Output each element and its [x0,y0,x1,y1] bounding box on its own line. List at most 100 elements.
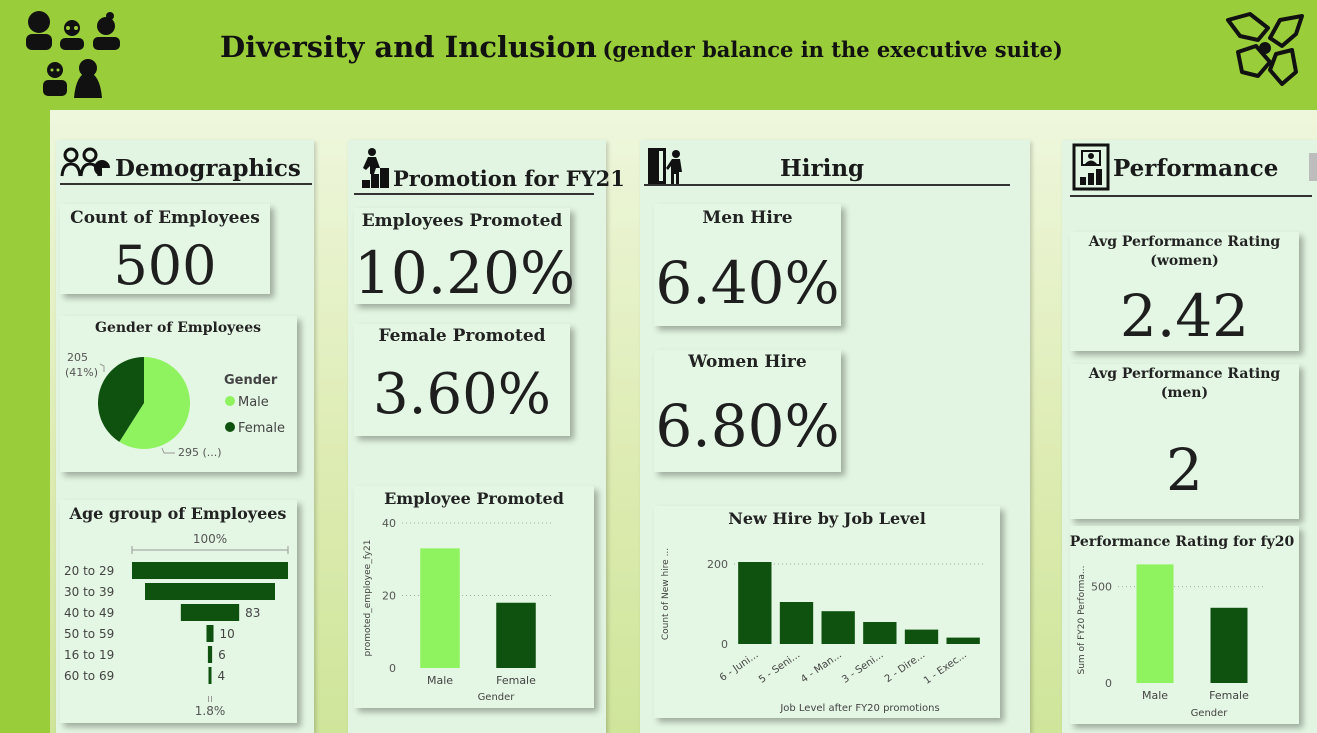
funnel-bar [132,562,288,579]
funnel-value-label: 83 [245,606,260,620]
promotion-underline [354,193,594,195]
count-employees-value: 500 [113,234,217,297]
funnel-category-label: 40 to 49 [64,606,114,620]
age-funnel-chart: Age group of Employees 100% 1.8% 20 to 2… [64,504,289,718]
title-subtitle: (gender balance in the executive suite) [602,37,1063,62]
promo-chart-bars: 0 20 40 Male Female [382,517,554,687]
bar-1 [1210,607,1248,683]
perf-chart-ylabel: Sum of FY20 Performa... [1077,566,1087,675]
promo-chart-ylabel: promoted_employee_fy21 [363,540,373,657]
gender-pie-slices [98,357,191,449]
pie-label-female-pct: (41%) [65,366,98,379]
x-tick-label: Female [1209,689,1249,702]
age-funnel-title: Age group of Employees [69,504,287,523]
perf-rating-chart-card[interactable]: Performance Rating for fy20 Sum of FY20 … [1070,526,1299,724]
funnel-bar [206,625,214,642]
pie-slice-female [98,357,144,442]
y-tick-label: 500 [1091,581,1112,594]
employee-promoted-chart-card[interactable]: Employee Promoted promoted_employee_fy21… [354,486,594,708]
age-funnel-bars: 20 to 29 30 to 39 40 to 49 83 50 to 59 10 16 t… [64,546,289,702]
bar-0 [420,548,460,668]
funnel-value-label: 10 [220,627,235,641]
pie-label-female-count: 205 [67,351,88,364]
funnel-bar [145,583,275,600]
demographics-title: Demographics [115,155,301,182]
female-promoted-value: 3.60% [373,362,551,427]
women-hire-card[interactable]: Women Hire 6.80% [654,350,841,472]
x-tick-label: 3 - Seni... [840,649,885,685]
perf-chart-bars: 0 500 Male Female [1091,564,1266,702]
x-tick-label: 4 - Man... [799,649,844,685]
perf-chart-title: Performance Rating for fy20 [1070,534,1294,550]
men-hire-value: 6.40% [655,249,840,317]
x-tick-label: 1 - Exec... [922,649,969,686]
gender-pie-card[interactable]: Gender of Employees 205 (41%) 295 (...) … [60,316,297,472]
funnel-category-label: 30 to 39 [64,585,114,599]
funnel-category-label: 60 to 69 [64,669,114,683]
perf-rating-chart: Performance Rating for fy20 Sum of FY20 … [1070,534,1294,719]
x-tick-label: 2 - Dire... [883,649,927,685]
bar-0 [1136,564,1174,683]
avg-perf-women-value: 2.42 [1119,282,1250,350]
promotion-title: Promotion for FY21 [393,166,625,191]
funnel-value-label: 4 [218,669,226,683]
promo-chart-title: Employee Promoted [384,489,564,508]
pie-legend-female: Female [238,421,285,436]
pie-legend-male-swatch [225,396,235,406]
employees-promoted-value: 10.20% [354,239,576,307]
count-employees-title: Count of Employees [70,208,260,228]
women-hire-value: 6.80% [655,392,840,460]
gender-pie-chart: Gender of Employees 205 (41%) 295 (...) … [65,320,285,459]
avg-perf-men-card[interactable]: Avg Performance Rating (men) 2 [1070,364,1299,519]
hiring-door-icon [648,148,682,184]
avg-perf-men-title1: Avg Performance Rating [1088,366,1281,382]
age-group-card[interactable]: Age group of Employees 100% 1.8% 20 to 2… [60,500,297,723]
pie-label-female-leader [99,363,105,372]
gender-pie-title: Gender of Employees [95,320,261,336]
bar-5 [946,637,980,644]
y-tick-label: 40 [382,517,396,530]
funnel-category-label: 50 to 59 [64,627,114,641]
demographics-people-icon [60,147,110,177]
hiring-title: Hiring [780,155,865,182]
x-tick-label: 5 - Seni... [757,649,802,685]
employees-promoted-title: Employees Promoted [361,211,563,231]
pie-legend-female-swatch [225,422,235,432]
scrollbar-handle[interactable] [1309,153,1317,181]
avg-perf-men-title2: (men) [1160,385,1209,401]
header-bar: Diversity and Inclusion (gender balance … [0,0,1317,110]
employees-promoted-card[interactable]: Employees Promoted 10.20% [354,208,576,307]
pie-label-male: 295 (...) [178,446,222,459]
funnel-bar [208,667,212,684]
pie-legend-title: Gender [224,373,278,388]
y-tick-label: 0 [1105,677,1112,690]
bar-1 [496,602,536,668]
female-promoted-card[interactable]: Female Promoted 3.60% [354,324,570,436]
men-hire-title: Men Hire [702,208,793,228]
avg-perf-women-title2: (women) [1150,253,1219,269]
y-tick-label: 200 [707,558,728,571]
age-funnel-top-label: 100% [193,532,227,546]
avg-perf-women-card[interactable]: Avg Performance Rating (women) 2.42 [1070,232,1299,351]
female-promoted-title: Female Promoted [378,326,546,346]
y-tick-label: 0 [721,638,728,651]
men-hire-card[interactable]: Men Hire 6.40% [654,204,841,326]
pie-legend-male: Male [238,395,269,410]
pie-label-male-leader [161,447,175,454]
performance-underline [1070,195,1312,197]
pie-slice-male [119,357,191,449]
performance-chart-icon [1072,143,1110,191]
new-hire-chart-card[interactable]: New Hire by Job Level Count of New hire … [654,506,1000,718]
hire-chart-xlabel: Job Level after FY20 promotions [779,703,939,714]
hire-chart-bars: 0 200 6 - Juni...5 - Seni...4 - Man...3 - … [707,558,984,687]
count-employees-card[interactable]: Count of Employees 500 [60,204,270,297]
page-title: Diversity and Inclusion (gender balance … [220,30,1063,64]
people-group-icon [26,11,120,98]
x-tick-label: Female [496,674,536,687]
avg-perf-men-value: 2 [1166,436,1203,504]
hiring-underline [644,184,1010,186]
funnel-bar [207,646,213,663]
x-tick-label: Male [1142,689,1168,702]
funnel-category-label: 20 to 29 [64,564,114,578]
funnel-bar [180,604,240,621]
